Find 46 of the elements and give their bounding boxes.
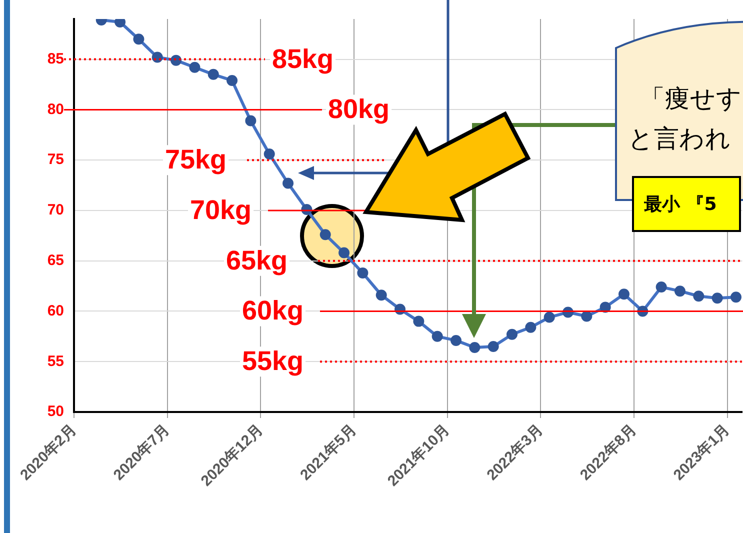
ref-line-label: 55kg: [242, 346, 304, 376]
point: [357, 267, 368, 278]
point: [693, 290, 704, 302]
y-tick-label: 75: [47, 151, 64, 168]
y-tick-label: 85: [47, 50, 64, 68]
point: [413, 316, 424, 327]
annotation: と言われ: [628, 123, 731, 155]
y-tick-label: 80: [47, 100, 64, 118]
point: [208, 68, 219, 80]
point: [320, 229, 331, 240]
y-tick-label: 65: [47, 252, 64, 269]
point: [469, 342, 480, 354]
y-tick-label: 50: [47, 403, 64, 420]
point: [376, 290, 387, 301]
point: [450, 334, 462, 346]
point: [432, 330, 443, 342]
annotation: 最小 『5: [644, 193, 717, 216]
point: [245, 115, 256, 126]
point: [506, 328, 518, 340]
point: [488, 341, 499, 352]
point: [581, 310, 592, 322]
annotation: 「痩せす: [640, 83, 742, 115]
point: [114, 19, 126, 28]
point: [282, 178, 294, 189]
point: [226, 74, 238, 86]
point: [600, 302, 611, 313]
y-tick-label: 55: [47, 352, 64, 370]
point: [525, 322, 536, 333]
ref-line-label: 85kg: [272, 44, 334, 74]
ref-line-label: 80kg: [328, 94, 390, 124]
point: [674, 286, 686, 297]
ref-line-label: 65kg: [226, 245, 288, 276]
y-tick-label: 60: [47, 302, 64, 320]
point: [656, 282, 667, 293]
point: [338, 247, 350, 258]
point: [712, 292, 723, 304]
point: [133, 34, 144, 45]
point: [264, 148, 275, 160]
ref-line-label: 75kg: [165, 144, 227, 175]
point: [544, 312, 555, 323]
ref-line-label: 60kg: [242, 296, 304, 326]
point: [189, 62, 200, 73]
point: [730, 292, 742, 303]
point: [618, 288, 630, 300]
ref-line-label: 70kg: [190, 194, 252, 225]
y-tick-label: 70: [47, 202, 64, 219]
